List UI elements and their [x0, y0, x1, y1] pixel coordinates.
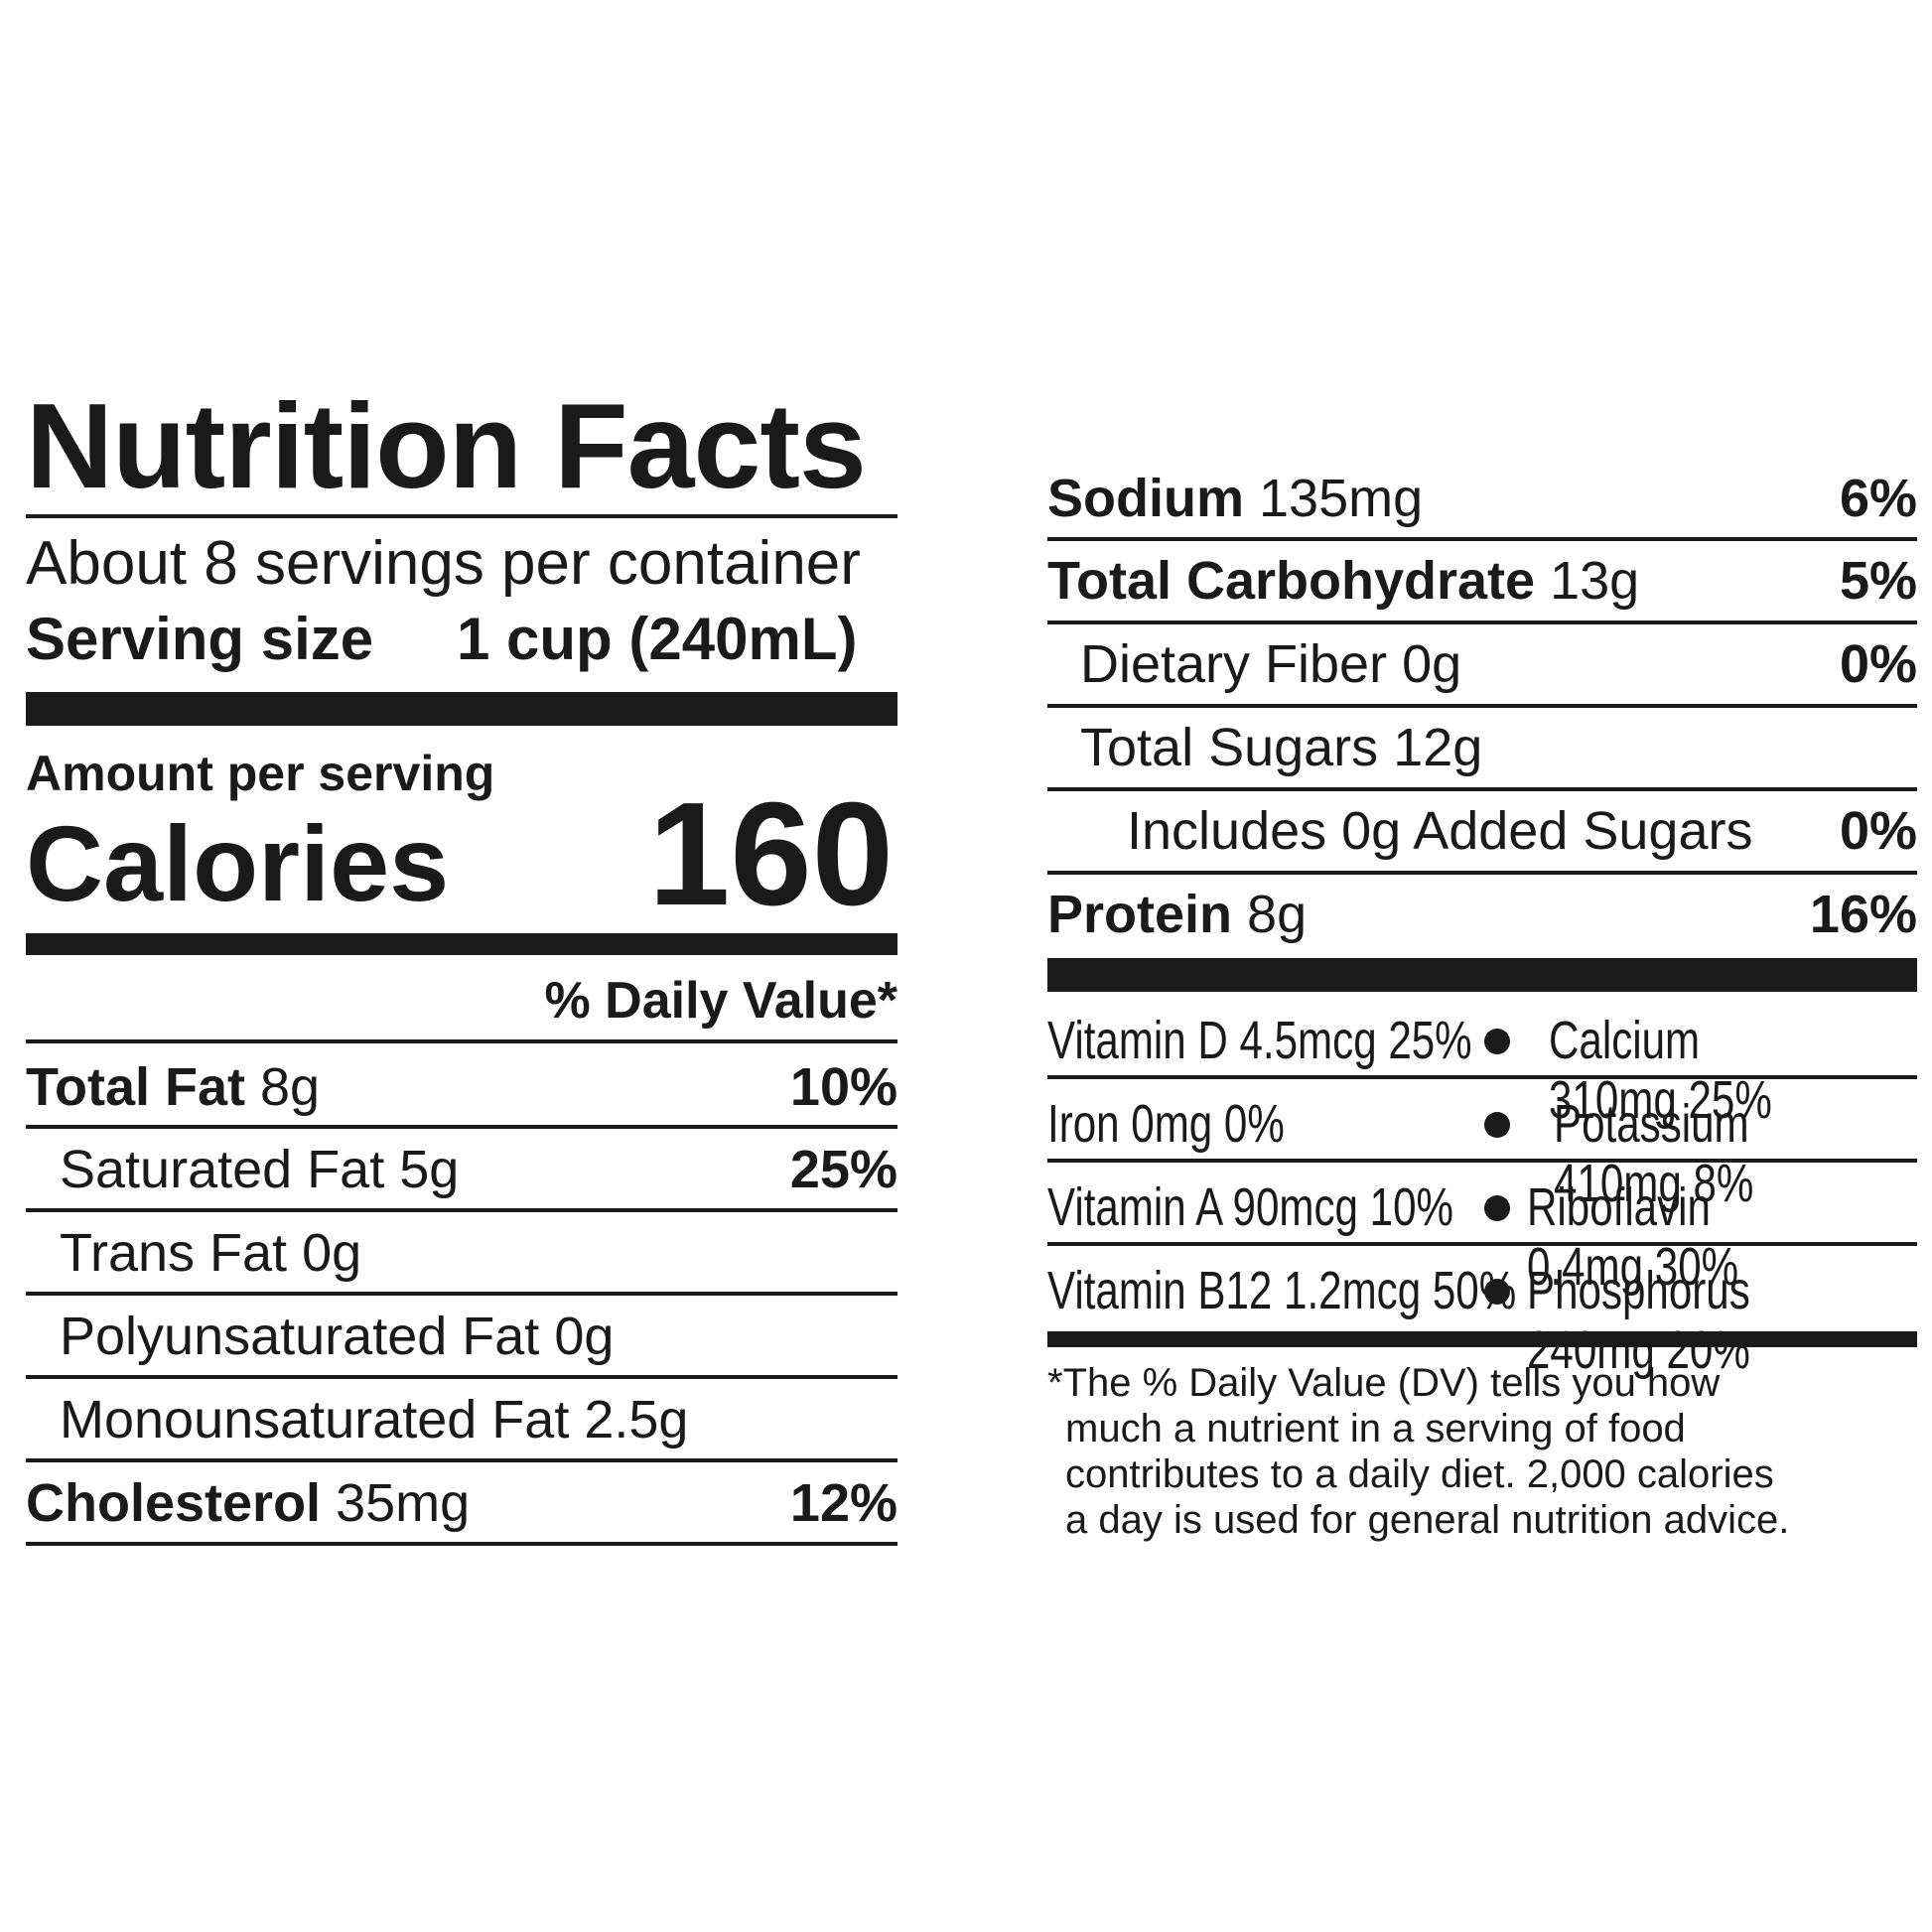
- nutrient-amount: 135mg: [1259, 469, 1424, 528]
- daily-value-footnote: *The % Daily Value (DV) tells you how mu…: [1047, 1360, 1789, 1543]
- vitamin-row: Vitamin D 4.5mcg 25% Calcium 310mg 25%: [1047, 1005, 1917, 1130]
- nutrient-amount: 13g: [1550, 551, 1640, 611]
- nutrient-row-polyunsaturated-fat: Polyunsaturated Fat 0g: [60, 1300, 897, 1373]
- footnote-line: much a nutrient in a serving of food: [1065, 1407, 1686, 1450]
- serving-divider-thick: [26, 692, 897, 726]
- row-divider: [1047, 1159, 1917, 1163]
- nutrient-row-total-carbohydrate: Total Carbohydrate 13g 5%: [1047, 544, 1917, 618]
- row-divider: [1047, 1075, 1917, 1079]
- calories-label: Calories: [26, 803, 450, 923]
- nutrient-amount: 12g: [1393, 718, 1483, 777]
- serving-size-value: 1 cup (240mL): [457, 606, 858, 672]
- nutrient-name: Protein: [1047, 885, 1233, 944]
- nutrient-dv: 12%: [789, 1473, 897, 1533]
- nutrient-name: Total Sugars: [1080, 718, 1379, 777]
- nutrient-dv: 0%: [1839, 634, 1917, 694]
- row-divider: [26, 1458, 897, 1462]
- servings-per-container: About 8 servings per container: [26, 529, 861, 598]
- nutrient-row-monounsaturated-fat: Monounsaturated Fat 2.5g: [60, 1383, 897, 1456]
- nutrient-name: Sodium: [1047, 469, 1244, 528]
- nutrient-amount: 8g: [260, 1057, 321, 1117]
- nutrient-name: Total Fat: [26, 1057, 245, 1117]
- nutrient-row-trans-fat: Trans Fat 0g: [60, 1216, 897, 1290]
- nutrient-amount: 35mg: [336, 1473, 471, 1533]
- row-divider: [26, 1208, 897, 1212]
- nutrient-dv: 5%: [1839, 551, 1917, 611]
- nutrient-amount: 0g: [554, 1307, 615, 1366]
- vitamin-row: Vitamin B12 1.2mcg 50% Phosphorus 240mg …: [1047, 1255, 1917, 1380]
- row-divider: [1047, 787, 1917, 791]
- nutrient-row-saturated-fat: Saturated Fat 5g 25%: [60, 1133, 897, 1206]
- nutrient-amount: 0g: [1402, 634, 1462, 694]
- nutrient-row-total-fat: Total Fat 8g 10%: [26, 1050, 897, 1124]
- nutrient-row-cholesterol: Cholesterol 35mg 12%: [26, 1466, 897, 1540]
- vitamin-row: Vitamin A 90mcg 10% Riboflavin 0.4mg 30%: [1047, 1172, 1917, 1297]
- vitamin-left: Vitamin D 4.5mcg 25%: [1047, 1011, 1472, 1070]
- nutrient-row-sodium: Sodium 135mg 6%: [1047, 462, 1917, 535]
- serving-size-label: Serving size: [26, 606, 374, 672]
- title-divider: [26, 514, 897, 518]
- vitamin-right: Potassium 410mg 8%: [1554, 1094, 1754, 1213]
- calories-divider-thick: [26, 933, 897, 955]
- nutrient-dv: 16%: [1809, 885, 1917, 944]
- bullet-icon: [1484, 1279, 1510, 1305]
- row-divider: [1047, 621, 1917, 624]
- nutrient-dv: 10%: [789, 1057, 897, 1117]
- nutrient-row-total-sugars: Total Sugars 12g: [1080, 711, 1917, 784]
- daily-value-header: % Daily Value*: [544, 972, 897, 1030]
- bullet-icon: [1484, 1029, 1510, 1054]
- bullet-icon: [1484, 1195, 1510, 1221]
- row-divider: [26, 1292, 897, 1296]
- row-divider: [1047, 704, 1917, 708]
- nutrient-dv: 25%: [789, 1140, 897, 1199]
- row-divider: [26, 1125, 897, 1129]
- nutrient-name: Polyunsaturated Fat: [60, 1307, 540, 1366]
- nutrient-name: Includes 0g Added Sugars: [1127, 801, 1753, 861]
- nutrient-amount: 5g: [399, 1140, 460, 1199]
- nutrient-name: Cholesterol: [26, 1473, 322, 1533]
- row-divider: [1047, 871, 1917, 875]
- vitamin-left: Vitamin B12 1.2mcg 50%: [1047, 1261, 1517, 1320]
- row-divider: [1047, 537, 1917, 541]
- nutrient-amount: 2.5g: [584, 1390, 689, 1449]
- nutrient-row-protein: Protein 8g 16%: [1047, 878, 1917, 951]
- footnote-line: contributes to a daily diet. 2,000 calor…: [1065, 1452, 1774, 1496]
- footnote-line: *The % Daily Value (DV) tells you how: [1047, 1361, 1721, 1405]
- bullet-icon: [1484, 1112, 1510, 1138]
- nutrient-name: Saturated Fat: [60, 1140, 385, 1199]
- nutrient-row-added-sugars: Includes 0g Added Sugars 0%: [1127, 794, 1917, 868]
- vitamin-right: Calcium 310mg 25%: [1549, 1011, 1772, 1130]
- nutrition-facts-title: Nutrition Facts: [26, 378, 867, 513]
- row-divider: [26, 1542, 897, 1546]
- nutrient-name: Total Carbohydrate: [1047, 551, 1536, 611]
- nutrient-dv: 0%: [1839, 801, 1917, 861]
- vitamin-right: Phosphorus 240mg 20%: [1527, 1261, 1750, 1380]
- row-divider: [1047, 1242, 1917, 1246]
- nutrient-name: Monounsaturated Fat: [60, 1390, 570, 1449]
- vitamins-divider-thick: [1047, 1331, 1917, 1347]
- vitamin-row: Iron 0mg 0% Potassium 410mg 8%: [1047, 1088, 1917, 1213]
- nutrient-dv: 6%: [1839, 469, 1917, 528]
- calories-value: 160: [648, 772, 894, 936]
- nutrient-name: Trans Fat: [60, 1223, 288, 1283]
- vitamin-right: Riboflavin 0.4mg 30%: [1527, 1177, 1739, 1297]
- vitamin-left: Vitamin A 90mcg 10%: [1047, 1177, 1453, 1237]
- nutrient-row-dietary-fiber: Dietary Fiber 0g 0%: [1080, 627, 1917, 701]
- protein-divider-thick: [1047, 958, 1917, 992]
- footnote-line: a day is used for general nutrition advi…: [1065, 1498, 1790, 1542]
- amount-per-serving: Amount per serving: [26, 746, 495, 801]
- nutrient-amount: 0g: [302, 1223, 362, 1283]
- vitamin-left: Iron 0mg 0%: [1047, 1094, 1285, 1154]
- row-divider: [26, 1375, 897, 1379]
- nutrient-name: Dietary Fiber: [1080, 634, 1388, 694]
- nutrient-amount: 8g: [1247, 885, 1308, 944]
- daily-value-divider: [26, 1039, 897, 1043]
